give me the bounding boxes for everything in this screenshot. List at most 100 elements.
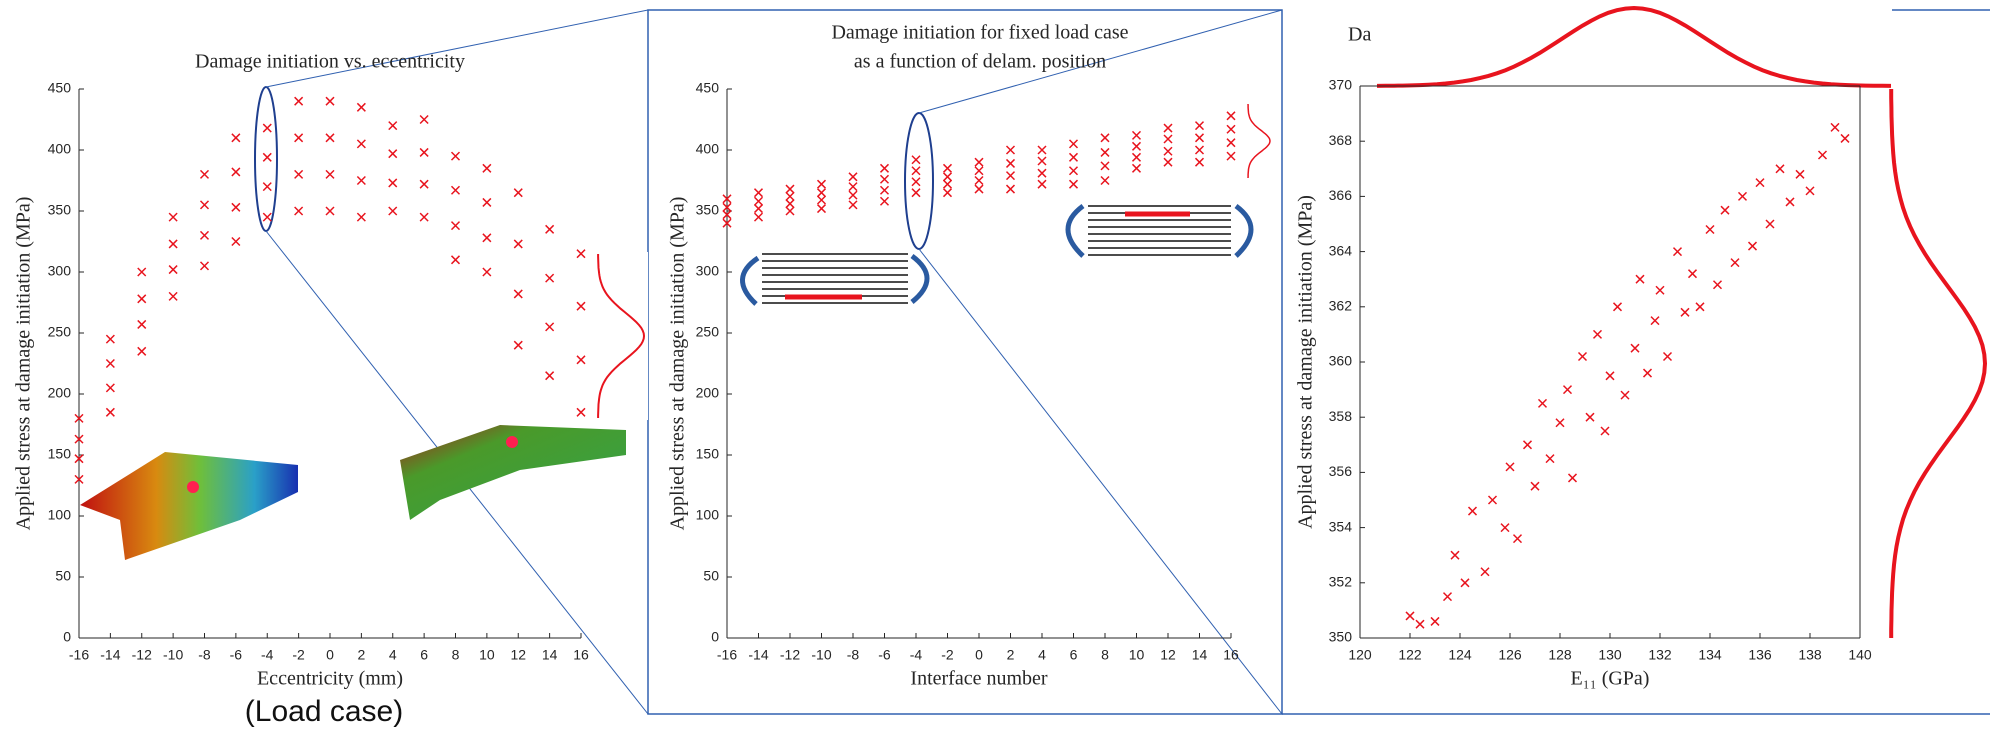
zoom-line [265, 9, 649, 88]
data-point [1817, 150, 1828, 160]
x-tick-label: 8 [452, 647, 460, 663]
data-point [419, 147, 429, 157]
data-point [356, 212, 366, 222]
arrow [1234, 203, 1254, 258]
data-point [974, 175, 984, 186]
data-point [974, 184, 984, 194]
data-point [1100, 147, 1110, 157]
data-point [1795, 169, 1805, 179]
x-tick-label: 6 [420, 647, 428, 663]
data-point [576, 355, 586, 365]
distribution-curve [1376, 5, 1892, 88]
data-point [1163, 146, 1173, 156]
data-point [1226, 138, 1236, 148]
data-point [1672, 247, 1683, 257]
x-tick-label: 12 [510, 647, 526, 663]
data-point [1100, 175, 1110, 186]
data-point [753, 204, 764, 214]
data-point [105, 407, 115, 417]
y-tick-label: 450 [696, 80, 720, 96]
y-tick-label: 150 [696, 446, 720, 462]
data-point [231, 202, 241, 212]
data-point [1163, 157, 1173, 167]
data-point [1194, 121, 1205, 131]
data-point [1131, 141, 1142, 151]
y-tick-label: 100 [48, 507, 72, 523]
data-point [1068, 166, 1079, 176]
y-tick-label: 0 [63, 629, 71, 645]
y-tick-label: 360 [1329, 353, 1353, 369]
data-point [1415, 619, 1425, 629]
data-point [325, 96, 335, 106]
data-point [450, 255, 461, 265]
y-tick-label: 200 [48, 385, 72, 401]
data-point [879, 185, 890, 195]
data-point [1163, 134, 1173, 144]
data-point [294, 96, 304, 106]
data-point [1705, 224, 1715, 235]
data-point [1585, 412, 1595, 422]
zoom-box [647, 9, 1283, 715]
x-tick-label: 12 [1160, 647, 1176, 663]
data-point [74, 413, 84, 423]
y-tick-label: 352 [1329, 574, 1353, 590]
data-point [785, 206, 795, 216]
data-point [1687, 269, 1698, 279]
data-point [74, 434, 84, 444]
data-point [1620, 390, 1630, 400]
data-point [419, 179, 429, 189]
x-tick-label: 0 [326, 647, 334, 663]
data-point [1655, 285, 1665, 295]
data-point [1226, 111, 1236, 121]
data-point [482, 233, 492, 243]
data-point [816, 195, 827, 205]
chart-title: Damage initiation vs. eccentricity [195, 51, 465, 73]
data-point [545, 273, 555, 283]
data-point [1840, 133, 1850, 143]
data-point [911, 166, 921, 176]
data-point [1131, 130, 1142, 140]
highlight-ellipse [904, 112, 934, 250]
data-point [262, 123, 272, 133]
data-point [1577, 351, 1588, 362]
inset-bg [596, 252, 648, 420]
data-point [1545, 454, 1555, 464]
data-point [848, 200, 858, 210]
data-point [1500, 523, 1510, 533]
x-tick-label: -6 [878, 647, 891, 663]
data-point [325, 206, 335, 216]
data-point [168, 212, 178, 222]
y-tick-label: 350 [696, 202, 720, 218]
data-point [848, 172, 858, 182]
data-point [942, 172, 953, 182]
data-point [816, 204, 827, 214]
data-point [785, 184, 795, 194]
data-point [137, 346, 147, 356]
arrow [1065, 203, 1085, 258]
data-point [137, 294, 147, 304]
fe-model [400, 425, 626, 520]
data-point [722, 218, 732, 228]
y-tick-label: 0 [711, 629, 719, 645]
y-tick-label: 100 [696, 507, 720, 523]
data-point [1480, 567, 1490, 577]
data-point [1695, 302, 1705, 312]
data-point [262, 212, 272, 222]
data-point [199, 230, 210, 240]
data-point [1194, 133, 1205, 143]
x-tick-label: 8 [1101, 647, 1109, 663]
data-point [1068, 152, 1079, 162]
data-point [785, 199, 795, 209]
arrow [910, 253, 930, 304]
x-tick-label: -10 [811, 647, 831, 663]
data-point [1068, 139, 1079, 149]
data-point [105, 334, 115, 344]
y-axis-label: Applied stress at damage initiation (MPa… [1295, 195, 1317, 529]
data-point [388, 178, 398, 188]
data-point [1737, 191, 1748, 201]
data-point [879, 163, 890, 173]
data-point [1642, 368, 1653, 378]
data-point [1037, 156, 1047, 166]
y-axis-label: Applied stress at damage initiation (MPa… [13, 197, 35, 531]
data-point [1720, 205, 1730, 215]
